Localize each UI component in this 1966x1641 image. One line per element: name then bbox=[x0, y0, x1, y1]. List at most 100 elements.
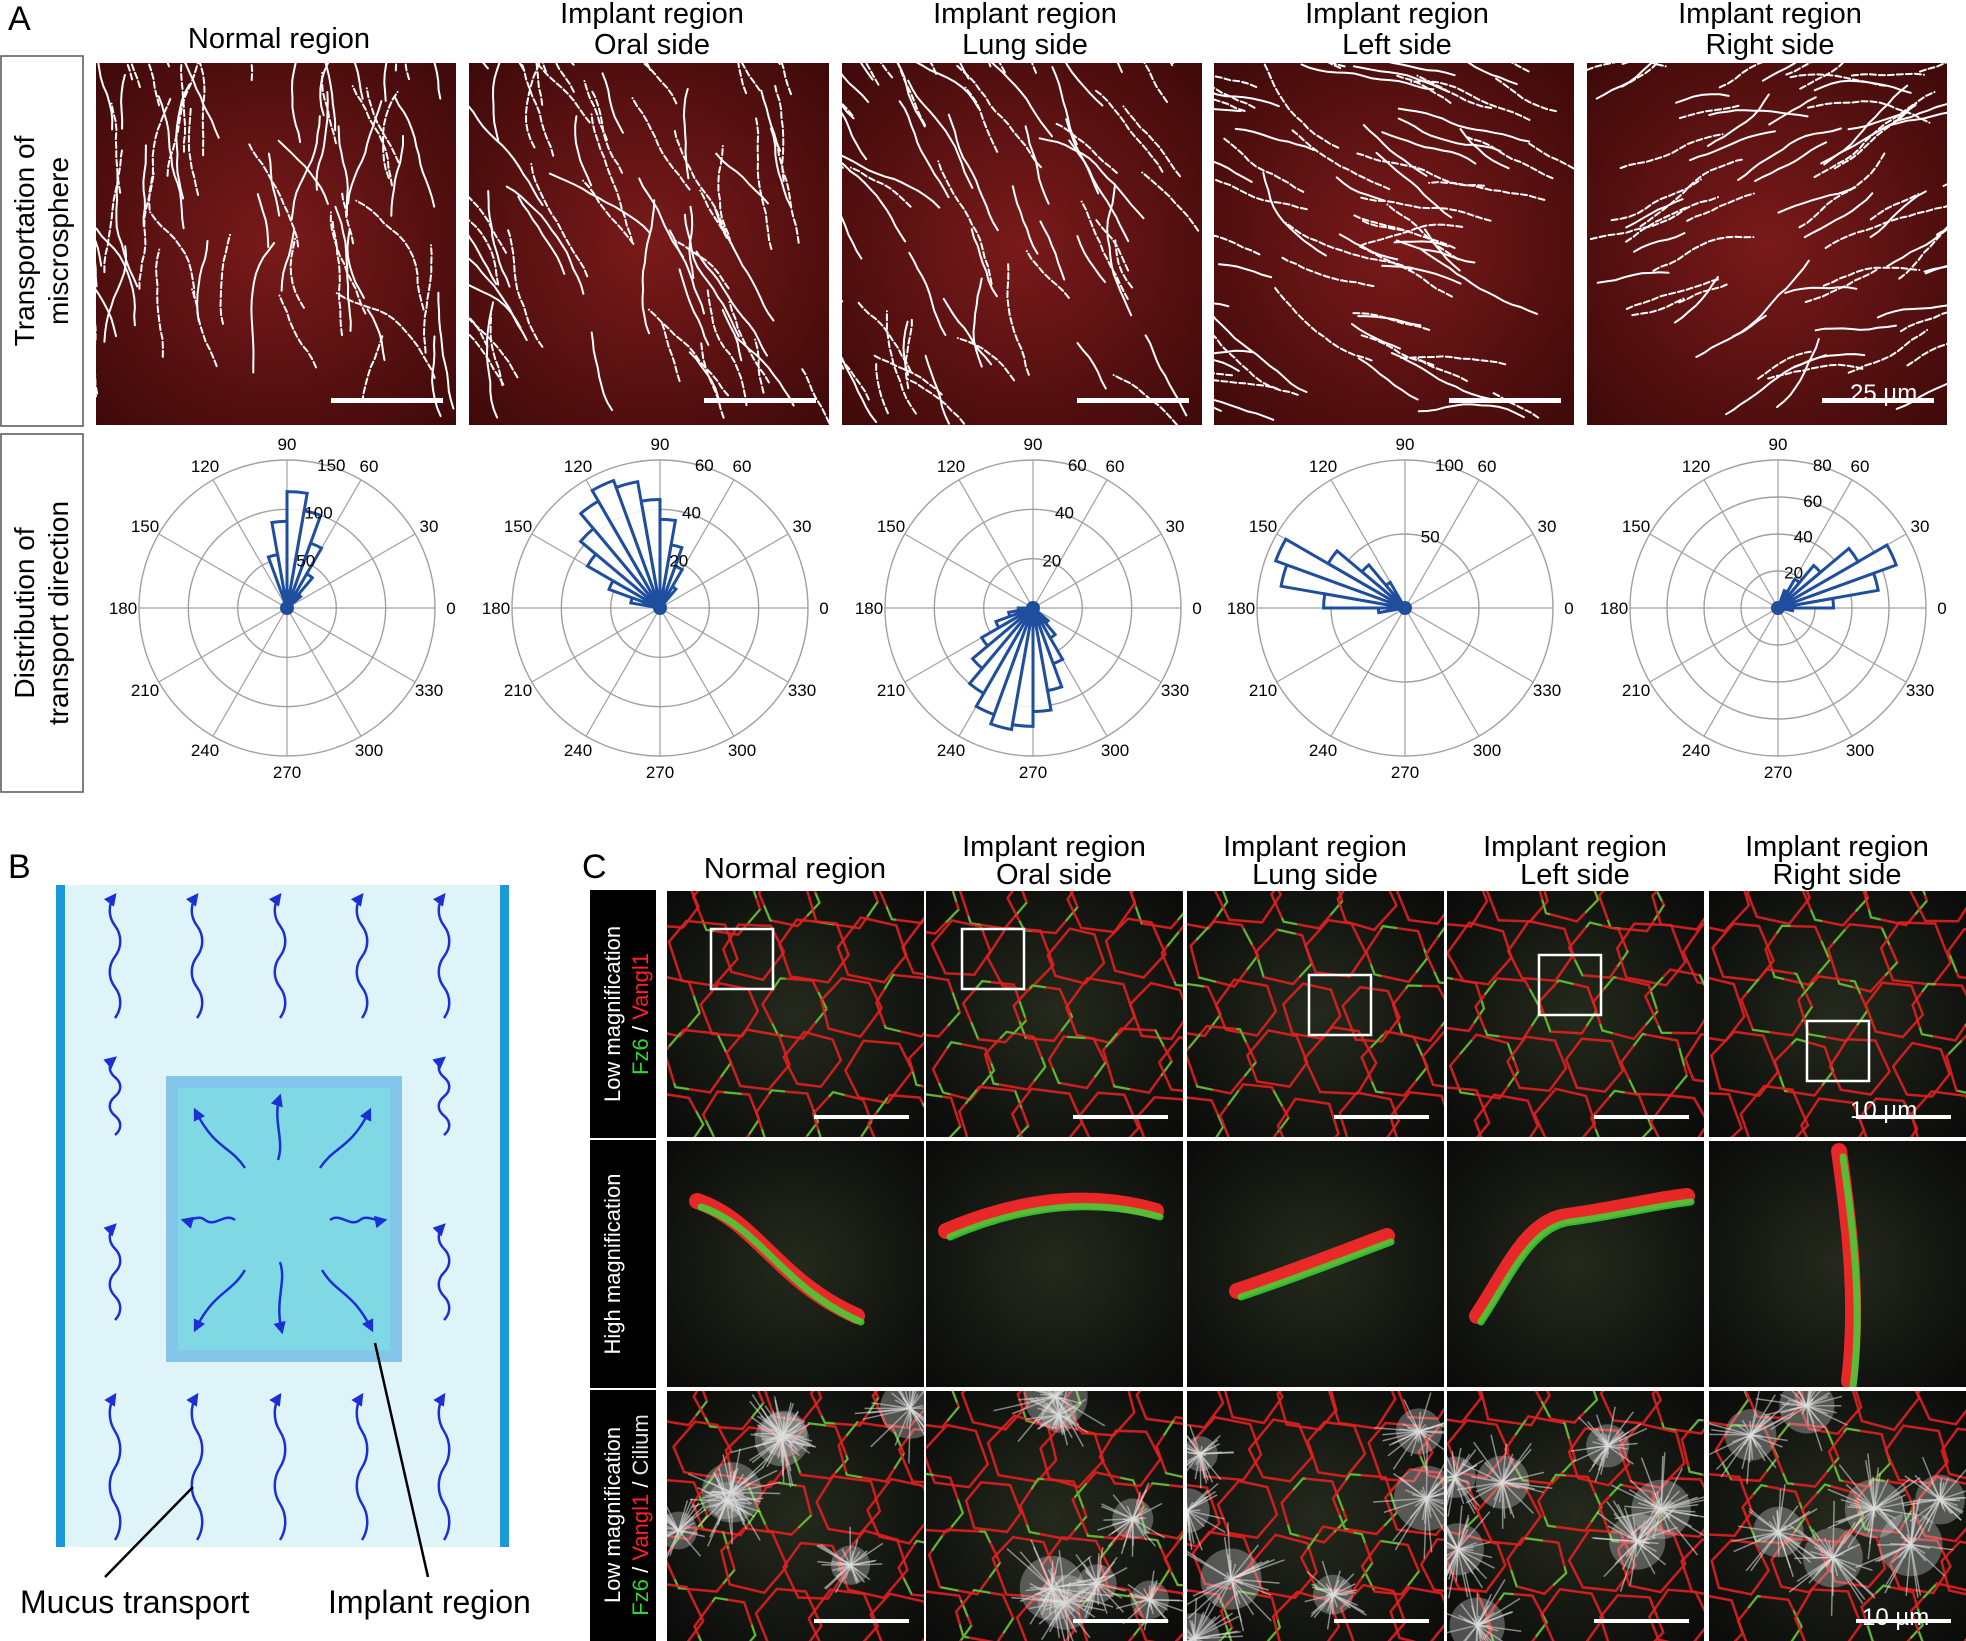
polar-spoke bbox=[1404, 607, 1534, 683]
mucus-arrow bbox=[185, 893, 204, 1019]
rose-center bbox=[1398, 601, 1412, 615]
angle-tick-label: 30 bbox=[1911, 517, 1930, 536]
implant-arrow-down bbox=[273, 1261, 286, 1335]
polar-spoke bbox=[286, 607, 416, 683]
mucus-arrow bbox=[268, 893, 287, 1019]
angle-tick-label: 60 bbox=[1478, 457, 1497, 476]
rose-bar bbox=[1322, 592, 1406, 610]
mucus-arrow bbox=[103, 1056, 122, 1136]
angle-tick-label: 240 bbox=[1682, 741, 1710, 760]
angle-tick-label: 30 bbox=[1538, 517, 1557, 536]
angle-tick-label: 90 bbox=[278, 435, 297, 454]
rose-bar bbox=[629, 595, 661, 610]
zoom-box bbox=[1805, 1019, 1871, 1083]
angle-tick-label: 180 bbox=[109, 599, 137, 618]
angle-tick-label: 90 bbox=[651, 435, 670, 454]
angle-tick-label: 300 bbox=[728, 741, 756, 760]
angle-tick-label: 180 bbox=[1227, 599, 1255, 618]
angle-tick-label: 210 bbox=[877, 681, 905, 700]
rose-center bbox=[1771, 601, 1785, 615]
svg-text:Lung side: Lung side bbox=[962, 29, 1088, 61]
panel-a-row-label-2: Distribution of transport direction bbox=[0, 433, 84, 793]
polar-spoke bbox=[1404, 607, 1480, 737]
rose-bar bbox=[1010, 607, 1035, 728]
implant-arrow-up bbox=[270, 1093, 283, 1161]
polar-spoke bbox=[1777, 607, 1853, 737]
angle-tick-label: 240 bbox=[1309, 741, 1337, 760]
polar-spoke bbox=[958, 479, 1034, 609]
polar-spoke bbox=[585, 607, 661, 737]
radial-tick-label: 60 bbox=[1068, 456, 1087, 475]
scale-bar bbox=[1449, 398, 1561, 403]
radial-tick-label: 40 bbox=[682, 504, 701, 523]
angle-tick-label: 120 bbox=[937, 457, 965, 476]
micrograph-r2-c2 bbox=[926, 1141, 1183, 1387]
polar-spoke bbox=[904, 533, 1034, 609]
mucus-flow-arrows bbox=[103, 893, 451, 1541]
polar-spoke bbox=[158, 607, 288, 683]
svg-text:High magnification: High magnification bbox=[600, 1174, 625, 1355]
svg-text:Implant region: Implant region bbox=[933, 0, 1117, 30]
implant-arrow-up-left bbox=[193, 1107, 247, 1169]
polar-spoke bbox=[659, 607, 789, 683]
svg-text:Implant region: Implant region bbox=[1223, 831, 1407, 863]
polar-spoke bbox=[212, 479, 288, 609]
implant-arrow-left bbox=[180, 1216, 236, 1229]
panel-c-row-label-2: High magnification bbox=[590, 1140, 656, 1388]
polar-spoke bbox=[1649, 607, 1779, 683]
mucus-arrow bbox=[351, 1392, 369, 1541]
rose-center bbox=[280, 601, 294, 615]
micrograph-r2-c3 bbox=[1187, 1141, 1444, 1387]
angle-tick-label: 120 bbox=[1682, 457, 1710, 476]
panel-c-scale-label-2: 10 µm bbox=[1862, 1604, 1929, 1631]
angle-tick-label: 180 bbox=[482, 599, 510, 618]
angle-tick-label: 270 bbox=[1764, 763, 1792, 782]
angle-tick-label: 0 bbox=[819, 599, 828, 618]
scale-bar bbox=[1856, 1115, 1951, 1119]
svg-text:Normal region: Normal region bbox=[704, 853, 886, 885]
radial-tick-label: 60 bbox=[1803, 492, 1822, 511]
polar-spoke bbox=[659, 533, 789, 609]
svg-text:transport direction: transport direction bbox=[43, 501, 74, 725]
mucus-arrow bbox=[104, 1392, 122, 1541]
radial-tick-label: 60 bbox=[695, 456, 714, 475]
angle-tick-label: 120 bbox=[564, 457, 592, 476]
angle-tick-label: 30 bbox=[420, 517, 439, 536]
scale-bar bbox=[1073, 1115, 1168, 1119]
svg-text:Transportation of: Transportation of bbox=[9, 135, 40, 346]
mucus-arrow bbox=[433, 1392, 451, 1541]
svg-text:Fz6 / Vangl1 / Cilium: Fz6 / Vangl1 / Cilium bbox=[628, 1414, 653, 1615]
radial-tick-label: 100 bbox=[1435, 456, 1463, 475]
panel-a-title-1: Normal region bbox=[188, 23, 370, 55]
zoom-box bbox=[709, 927, 775, 991]
rose-bar bbox=[585, 551, 661, 610]
panel-c-row-label-1: Low magnification Fz6 / Vangl1 bbox=[590, 890, 656, 1138]
svg-text:Normal region: Normal region bbox=[188, 23, 370, 55]
mucus-arrow bbox=[432, 1056, 451, 1136]
rose-bar bbox=[607, 578, 661, 610]
implant-region-label: Implant region bbox=[328, 1584, 531, 1620]
angle-tick-label: 330 bbox=[788, 681, 816, 700]
angle-tick-label: 210 bbox=[504, 681, 532, 700]
angle-tick-label: 150 bbox=[1622, 517, 1650, 536]
polar-spoke bbox=[1703, 607, 1779, 737]
polar-spoke bbox=[531, 607, 661, 683]
rose-bar bbox=[578, 499, 662, 609]
mucus-arrow bbox=[186, 1392, 204, 1541]
svg-text:Right side: Right side bbox=[1773, 859, 1902, 891]
implant-leader-line bbox=[373, 1342, 430, 1578]
polar-spoke bbox=[659, 607, 735, 737]
mucus-arrow bbox=[103, 1223, 122, 1321]
airway-wall-left bbox=[56, 885, 65, 1547]
svg-text:Left side: Left side bbox=[1342, 29, 1452, 61]
angle-tick-label: 210 bbox=[1249, 681, 1277, 700]
polar-spoke bbox=[1032, 479, 1108, 609]
angle-tick-label: 120 bbox=[191, 457, 219, 476]
angle-tick-label: 330 bbox=[415, 681, 443, 700]
scale-bar bbox=[1822, 398, 1934, 403]
